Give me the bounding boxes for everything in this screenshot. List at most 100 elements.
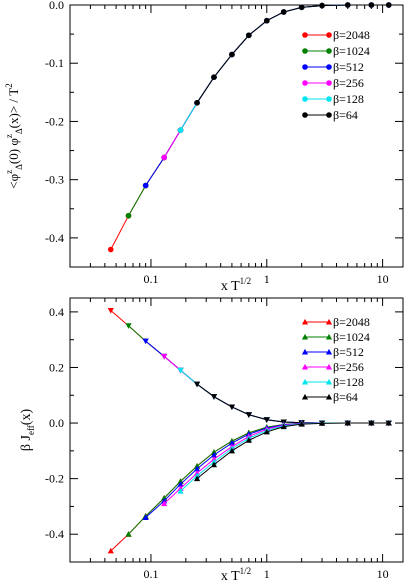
bottom-series-group [107, 308, 392, 554]
y-tick-label: 0.2 [49, 360, 64, 374]
legend-marker [326, 80, 332, 86]
series-line [128, 422, 389, 535]
legend-marker [325, 378, 333, 385]
data-point [228, 447, 236, 454]
top-x-axis-label: x T1/2 [221, 276, 251, 294]
y-tick-label: -0.3 [45, 173, 64, 187]
x-tick-label: 0.1 [143, 567, 158, 581]
legend-label: β=1024 [333, 330, 370, 344]
legend-marker [301, 333, 309, 340]
data-point [228, 439, 236, 446]
legend-marker [325, 363, 333, 370]
data-point [142, 514, 149, 521]
y-tick-label: -0.2 [45, 114, 64, 128]
data-point [161, 154, 167, 161]
legend-label: β=2048 [333, 28, 370, 42]
legend-marker [326, 32, 332, 38]
legend-label: β=128 [333, 375, 364, 389]
top-series-group [107, 2, 392, 253]
legend-marker [325, 393, 333, 400]
data-point [177, 127, 184, 133]
y-tick-label: -0.4 [45, 231, 64, 245]
data-point [245, 437, 252, 443]
data-point [177, 481, 184, 487]
data-point [210, 451, 218, 458]
legend-marker [302, 96, 308, 102]
bottom-plot-frame [69, 297, 404, 563]
top-chart: 0.1 1 100.0-0.1-0.2-0.3-0.4 β=2048β=1024β=… [4, 0, 404, 294]
legend-marker [301, 363, 309, 370]
legend-marker [301, 348, 309, 355]
legend-marker [302, 32, 308, 38]
y-tick-label: -0.2 [45, 472, 64, 486]
top-y-axis-label: <φzΔ(0) φzΔ(x)> / T2 [4, 83, 24, 188]
data-point [193, 475, 201, 482]
y-tick-label: -0.1 [45, 56, 64, 70]
legend-marker [326, 96, 332, 102]
legend-marker [302, 80, 308, 86]
y-tick-label: 0.0 [49, 0, 64, 12]
data-point [368, 2, 375, 8]
data-point [107, 547, 114, 554]
data-point [319, 2, 325, 9]
data-point [263, 17, 270, 24]
top-legend: β=2048 β=1024 β=512 β=256 β=128 β=64 [302, 28, 370, 122]
legend-marker [326, 64, 332, 70]
data-point [161, 500, 168, 507]
data-point [344, 419, 351, 426]
data-point [107, 246, 114, 253]
upper-branch-point [210, 394, 218, 400]
x-tick-label: 10 [377, 272, 389, 286]
top-plot-frame [69, 4, 404, 268]
data-point [298, 421, 305, 427]
data-point [344, 2, 351, 8]
data-point [194, 100, 200, 106]
legend-label: β=64 [333, 390, 358, 404]
data-point [125, 212, 132, 219]
upper-branch-point [142, 338, 149, 345]
upper-branch-point [177, 367, 184, 374]
series-line [145, 422, 389, 518]
data-point [385, 419, 392, 426]
data-point [368, 419, 375, 426]
bottom-x-axis-label: x T1/2 [221, 566, 251, 583]
data-point [142, 182, 149, 189]
legend-label: β=512 [333, 60, 364, 74]
legend-marker [302, 112, 308, 118]
top-tick-group: 0.1 1 10 0.0 -0.1 -0.2 -0.3 -0.4 [45, 0, 403, 286]
legend-marker [325, 318, 333, 325]
x-tick-label: 0.1 [143, 272, 158, 286]
upper-branch-point [107, 308, 114, 314]
legend-label: β=64 [333, 108, 358, 122]
series-line [163, 422, 389, 505]
data-point [280, 423, 287, 430]
upper-branch-point [263, 417, 270, 423]
data-point [263, 428, 270, 435]
x-tick-label: 1 [264, 272, 270, 286]
legend-marker [302, 48, 308, 54]
data-point [210, 461, 218, 468]
legend-marker [302, 64, 308, 70]
data-point [280, 9, 287, 15]
data-point [298, 4, 305, 11]
data-point [177, 488, 184, 494]
legend-marker [301, 318, 309, 325]
data-point [318, 420, 326, 426]
bottom-chart: 0.1 1 10 0.4 0.2 0.0 -0.2 -0.4 β=2048β=1024β=51… [19, 297, 404, 583]
data-point [193, 465, 201, 472]
upper-branch-point [245, 412, 252, 418]
legend-label: β=512 [333, 345, 364, 359]
bottom-tick-group: 0.1 1 10 0.4 0.2 0.0 -0.2 -0.4 [45, 298, 403, 581]
y-tick-label: 0.4 [49, 305, 64, 319]
legend-marker [325, 333, 333, 340]
bottom-y-axis-label: β Jeff(x) [19, 409, 36, 452]
legend-label: β=128 [333, 92, 364, 106]
upper-branch-point [193, 381, 201, 388]
upper-branch-point [228, 404, 236, 411]
legend-marker [301, 393, 309, 400]
y-tick-label: -0.4 [45, 527, 64, 541]
data-point [211, 74, 217, 80]
upper-branch-overlay-line [196, 383, 389, 424]
legend-label: β=256 [333, 76, 364, 90]
